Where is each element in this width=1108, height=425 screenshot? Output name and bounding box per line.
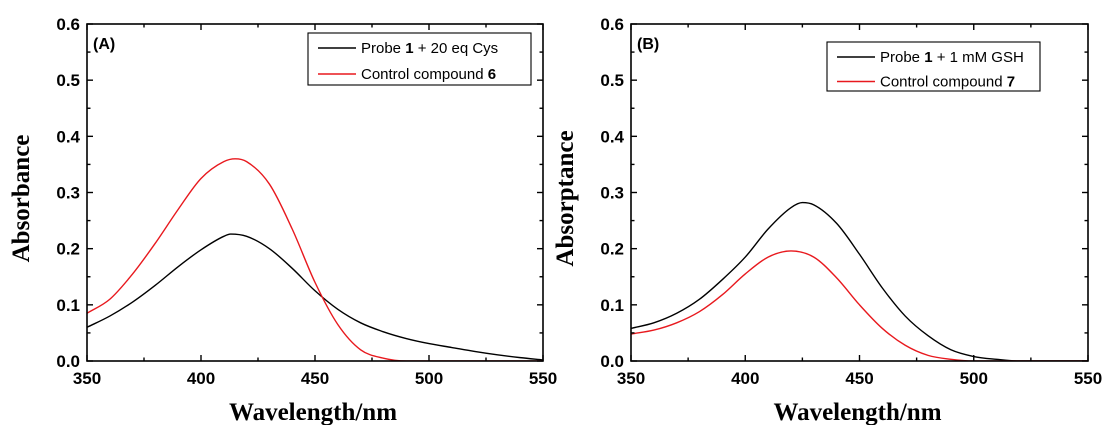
x-axis-label: Wavelength/nm (773, 399, 941, 425)
y-tick-label: 0.1 (600, 296, 624, 315)
x-tick-label: 350 (617, 369, 645, 388)
y-tick-label: 0.5 (600, 71, 624, 90)
legend-box (826, 41, 1041, 92)
x-tick-label: 400 (187, 369, 215, 388)
legend: Probe 1 + 20 eq Cys Control compound 6 (307, 32, 532, 86)
y-tick-label: 0.2 (600, 240, 624, 259)
x-tick-label: 500 (415, 369, 443, 388)
y-tick-label: 0.4 (56, 127, 80, 146)
y-axis-label: Absorptance (552, 130, 579, 266)
legend-entry: Control compound 7 (880, 74, 1015, 91)
y-tick-label: 0.0 (600, 352, 624, 371)
y-tick-label: 0.6 (600, 15, 624, 34)
legend-entry: Control compound 6 (361, 66, 496, 83)
x-tick-label: 500 (960, 369, 988, 388)
chart-panel-a: 350 400 450 500 550 0.0 0.1 0.2 0.3 0.4 0.5 0.6 Wave… (8, 15, 557, 425)
legend: Probe 1 + 1 mM GSH Control compound 7 (826, 41, 1041, 92)
chart-panel-b: 350 400 450 500 550 0.0 0.1 0.2 0.3 0.4 0.5 0.6 Wave… (552, 15, 1102, 425)
series-line-probe (87, 233, 543, 361)
y-tick-label: 0.3 (56, 184, 80, 203)
panel-label: (A) (93, 36, 115, 53)
y-tick-label: 0.0 (56, 352, 80, 371)
panel-label: (B) (637, 36, 659, 53)
y-tick-label: 0.5 (56, 71, 80, 90)
x-tick-label: 350 (73, 369, 101, 388)
x-tick-label: 450 (845, 369, 873, 388)
y-tick-label: 0.3 (600, 184, 624, 203)
y-axis-label: Absorbance (8, 135, 35, 263)
y-tick-label: 0.6 (56, 15, 80, 34)
y-tick-label: 0.4 (600, 127, 624, 146)
y-tick-label: 0.1 (56, 296, 80, 315)
x-tick-label: 550 (529, 369, 557, 388)
series-line-probe (631, 201, 1088, 361)
legend-box (307, 32, 532, 86)
y-tick-label: 0.2 (56, 240, 80, 259)
x-tick-label: 550 (1074, 369, 1102, 388)
x-tick-label: 450 (301, 369, 329, 388)
series-line-control (631, 250, 1088, 361)
x-tick-label: 400 (731, 369, 759, 388)
x-axis-label: Wavelength/nm (229, 399, 397, 425)
legend-entry: Probe 1 + 1 mM GSH (880, 49, 1024, 66)
legend-entry: Probe 1 + 20 eq Cys (361, 40, 498, 57)
series-line-control (87, 158, 543, 361)
